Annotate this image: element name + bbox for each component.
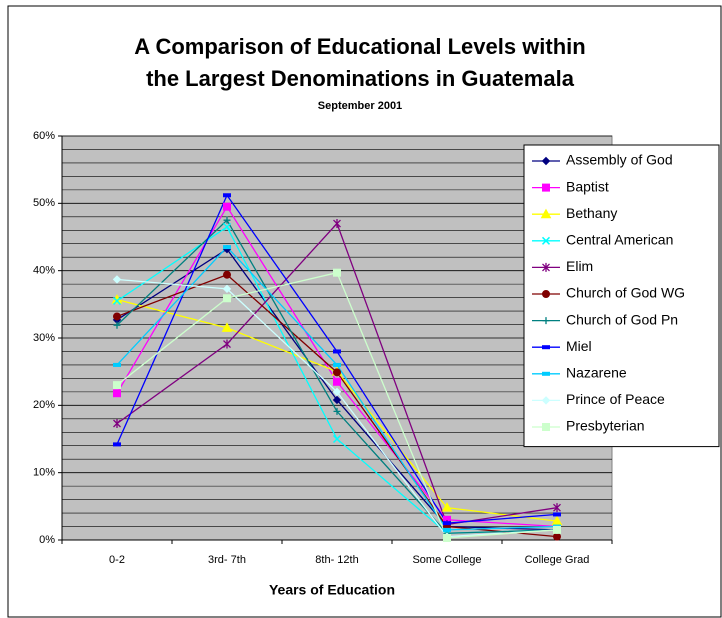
x-tick-label: 8th- 12th bbox=[315, 554, 358, 566]
point-marker bbox=[332, 434, 342, 444]
point-marker bbox=[222, 222, 232, 231]
point-marker bbox=[113, 321, 121, 329]
point-marker bbox=[542, 262, 550, 272]
point-marker bbox=[541, 396, 551, 405]
point-marker bbox=[333, 349, 341, 354]
chart-title: A Comparison of Educational Levels withi… bbox=[134, 34, 585, 59]
point-marker bbox=[112, 275, 122, 284]
legend-label: Central American bbox=[566, 232, 673, 248]
legend-label: Prince of Peace bbox=[566, 391, 665, 407]
x-axis-label: Years of Education bbox=[269, 582, 395, 598]
x-tick-label: 0-2 bbox=[109, 554, 125, 566]
legend-label: Assembly of God bbox=[566, 152, 673, 168]
legend-label: Elim bbox=[566, 258, 593, 274]
y-tick-label: 40% bbox=[33, 265, 55, 277]
point-marker bbox=[112, 296, 122, 305]
point-marker bbox=[441, 502, 453, 512]
chart-title: the Largest Denominations in Guatemala bbox=[146, 66, 575, 91]
point-marker bbox=[113, 381, 121, 390]
point-marker bbox=[113, 389, 121, 398]
point-marker bbox=[113, 442, 121, 447]
point-marker bbox=[223, 202, 231, 211]
y-tick-label: 60% bbox=[33, 130, 55, 142]
x-tick-label: Some College bbox=[412, 554, 481, 566]
point-marker bbox=[333, 368, 341, 377]
point-marker bbox=[541, 156, 551, 166]
legend-label: Bethany bbox=[566, 205, 617, 221]
point-marker bbox=[542, 423, 550, 431]
point-marker bbox=[333, 219, 341, 229]
point-marker bbox=[541, 236, 551, 245]
point-marker bbox=[443, 521, 451, 526]
point-marker bbox=[540, 208, 552, 219]
point-marker bbox=[333, 407, 341, 415]
legend-label: Church of God WG bbox=[566, 285, 685, 301]
y-tick-label: 20% bbox=[33, 399, 55, 411]
point-marker bbox=[223, 193, 231, 198]
legend-label: Miel bbox=[566, 338, 592, 354]
point-marker bbox=[443, 533, 451, 542]
legend-box bbox=[523, 144, 720, 448]
point-marker bbox=[553, 512, 561, 517]
point-marker bbox=[333, 377, 341, 386]
point-marker bbox=[332, 387, 342, 397]
legend-label: Nazarene bbox=[566, 365, 627, 381]
point-marker bbox=[223, 294, 231, 303]
point-marker bbox=[553, 532, 561, 541]
point-marker bbox=[542, 371, 550, 376]
point-marker bbox=[542, 345, 550, 350]
point-marker bbox=[221, 322, 233, 332]
point-marker bbox=[223, 270, 231, 279]
point-marker bbox=[223, 245, 231, 250]
point-marker bbox=[332, 395, 342, 405]
legend-label: Presbyterian bbox=[566, 418, 645, 434]
y-tick-label: 50% bbox=[33, 197, 55, 209]
point-marker bbox=[553, 503, 561, 513]
y-tick-label: 30% bbox=[33, 332, 55, 344]
point-marker bbox=[542, 317, 550, 325]
point-marker bbox=[333, 268, 341, 277]
point-marker bbox=[113, 362, 121, 367]
point-marker bbox=[333, 362, 341, 367]
point-marker bbox=[223, 339, 231, 349]
legend-label: Baptist bbox=[566, 178, 609, 194]
point-marker bbox=[542, 290, 550, 298]
x-tick-label: 3rd- 7th bbox=[208, 554, 246, 566]
y-tick-label: 0% bbox=[39, 534, 55, 546]
point-marker bbox=[553, 525, 561, 534]
x-tick-label: College Grad bbox=[525, 554, 590, 566]
point-marker bbox=[443, 527, 451, 532]
chart-subtitle: September 2001 bbox=[318, 100, 402, 112]
y-tick-label: 10% bbox=[33, 467, 55, 479]
point-marker bbox=[223, 216, 231, 224]
point-marker bbox=[222, 284, 232, 294]
point-marker bbox=[113, 312, 121, 321]
legend-label: Church of God Pn bbox=[566, 311, 678, 327]
point-marker bbox=[542, 183, 550, 192]
point-marker bbox=[113, 419, 121, 429]
